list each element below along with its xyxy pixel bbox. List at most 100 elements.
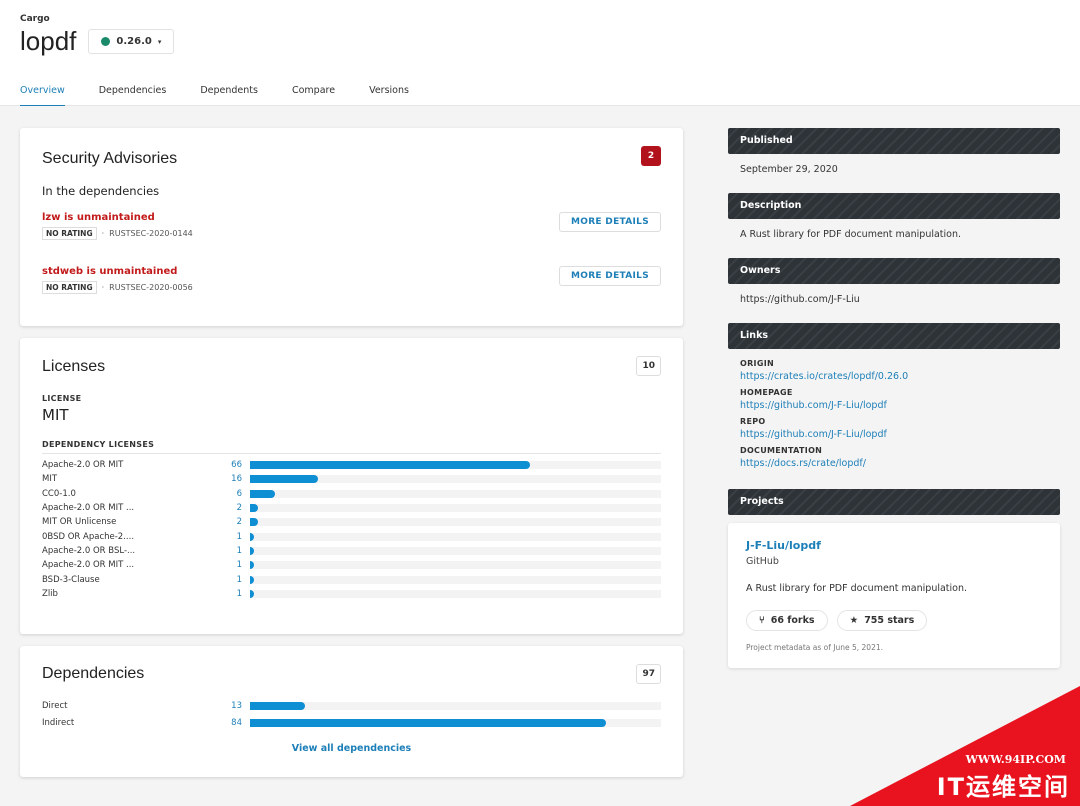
- bar-track: [250, 718, 661, 727]
- sidebar: Published September 29, 2020 Description…: [728, 128, 1060, 668]
- bar-label: Direct: [42, 700, 68, 711]
- links-header: Links: [728, 323, 1060, 349]
- advisories-subtitle: In the dependencies: [42, 184, 160, 198]
- owners-value[interactable]: https://github.com/J-F-Liu: [740, 294, 860, 305]
- bar-track: [250, 518, 661, 527]
- bar-track: [250, 475, 661, 484]
- bar-value: 1: [236, 560, 242, 571]
- bar-label: 0BSD OR Apache-2....: [42, 531, 135, 542]
- page-header: Cargo lopdf 0.26.0 ▾ Overview Dependencie…: [0, 0, 1080, 108]
- project-metadata-note: Project metadata as of June 5, 2021.: [746, 643, 884, 652]
- separator: ·: [101, 283, 105, 292]
- bar-label: MIT OR Unlicense: [42, 517, 117, 528]
- bar-value: 1: [236, 531, 242, 542]
- description-value: A Rust library for PDF document manipula…: [740, 229, 962, 240]
- license-label: LICENSE: [42, 394, 82, 403]
- bar-label: Apache-2.0 OR MIT ...: [42, 503, 135, 514]
- bar-row: Apache-2.0 OR MIT ... 2: [42, 501, 661, 515]
- bar-label: MIT: [42, 474, 58, 485]
- bar-value: 6: [236, 488, 242, 499]
- tab-dependencies[interactable]: Dependencies: [98, 85, 167, 96]
- stars-pill[interactable]: ★ 755 stars: [836, 610, 928, 631]
- advisory-id: RUSTSEC-2020-0056: [109, 283, 193, 292]
- project-name-link[interactable]: J-F-Liu/lopdf: [746, 539, 821, 552]
- bar-fill: [250, 504, 259, 513]
- link-url[interactable]: https://docs.rs/crate/lopdf/: [740, 458, 866, 469]
- ecosystem-label: Cargo: [20, 14, 50, 24]
- link-url[interactable]: https://crates.io/crates/lopdf/0.26.0: [740, 371, 909, 382]
- forks-pill[interactable]: ⑂ 66 forks: [746, 610, 828, 631]
- bar-value: 84: [231, 717, 242, 728]
- bar-fill: [250, 718, 606, 727]
- bar-track: [250, 532, 661, 541]
- more-details-button[interactable]: MORE DETAILS: [558, 266, 661, 286]
- bar-value: 16: [231, 474, 242, 485]
- card-title: Licenses: [42, 358, 106, 375]
- link-item: REPO https://github.com/J-F-Liu/lopdf: [740, 417, 1048, 440]
- bar-fill: [250, 701, 306, 710]
- tab-dependents[interactable]: Dependents: [200, 85, 258, 96]
- bar-track: [250, 561, 661, 570]
- dependencies-card: Dependencies 97 Direct 13 Indirect 84 View …: [20, 646, 683, 777]
- main-content: Security Advisories 2 In the dependencie…: [0, 106, 1080, 806]
- bar-label: CC0-1.0: [42, 488, 76, 499]
- bar-row: CC0-1.0 6: [42, 487, 661, 501]
- bar-track: [250, 589, 661, 598]
- published-value: September 29, 2020: [740, 164, 838, 175]
- rating-badge: NO RATING: [42, 281, 97, 294]
- bar-track: [250, 701, 661, 710]
- bar-track: [250, 546, 661, 555]
- bar-label: BSD-3-Clause: [42, 574, 100, 585]
- link-label: DOCUMENTATION: [740, 446, 823, 455]
- bar-fill: [250, 475, 318, 484]
- tab-overview[interactable]: Overview: [20, 85, 65, 108]
- bar-fill: [250, 561, 255, 570]
- bar-value: 2: [236, 503, 242, 514]
- security-advisories-card: Security Advisories 2 In the dependencie…: [20, 128, 683, 326]
- tab-versions[interactable]: Versions: [369, 85, 409, 96]
- bar-row: Indirect 84: [42, 714, 661, 731]
- bar-row: Apache-2.0 OR MIT 66: [42, 458, 661, 472]
- bar-label: Apache-2.0 OR MIT: [42, 460, 124, 471]
- dependency-licenses-label: DEPENDENCY LICENSES: [42, 440, 661, 454]
- bar-row: MIT OR Unlicense 2: [42, 515, 661, 529]
- card-title: Dependencies: [42, 665, 145, 682]
- link-label: REPO: [740, 417, 766, 426]
- bar-label: Zlib: [42, 588, 58, 599]
- bar-row: Apache-2.0 OR MIT ... 1: [42, 558, 661, 572]
- version-dropdown[interactable]: 0.26.0 ▾: [88, 29, 175, 54]
- bar-value: 66: [231, 460, 242, 471]
- more-details-button[interactable]: MORE DETAILS: [558, 212, 661, 232]
- bar-fill: [250, 461, 530, 470]
- tab-compare[interactable]: Compare: [291, 85, 336, 96]
- advisory-item: stdweb is unmaintained NO RATING · RUSTSEC-…: [42, 266, 661, 320]
- advisory-count-badge: 2: [641, 146, 661, 166]
- view-all-dependencies-link[interactable]: View all dependencies: [291, 743, 412, 754]
- bar-fill: [250, 489, 276, 498]
- advisory-title[interactable]: lzw is unmaintained: [42, 212, 155, 223]
- link-url[interactable]: https://github.com/J-F-Liu/lopdf: [740, 429, 887, 440]
- bar-row: MIT 16: [42, 472, 661, 486]
- watermark-text: IT运维空间: [936, 773, 1070, 801]
- check-icon: [101, 37, 111, 46]
- bar-track: [250, 461, 661, 470]
- license-value: MIT: [42, 406, 69, 424]
- published-header: Published: [728, 128, 1060, 154]
- link-url[interactable]: https://github.com/J-F-Liu/lopdf: [740, 400, 887, 411]
- bar-row: BSD-3-Clause 1: [42, 572, 661, 586]
- bar-label: Apache-2.0 OR BSL-...: [42, 545, 136, 556]
- bar-value: 13: [231, 700, 242, 711]
- watermark-url: WWW.94IP.COM: [965, 753, 1066, 766]
- bar-value: 1: [236, 574, 242, 585]
- projects-header: Projects: [728, 489, 1060, 515]
- link-label: HOMEPAGE: [740, 388, 793, 397]
- link-label: ORIGIN: [740, 359, 774, 368]
- tab-bar: Overview Dependencies Dependents Compare…: [20, 85, 1060, 108]
- advisory-title[interactable]: stdweb is unmaintained: [42, 266, 178, 277]
- bar-fill: [250, 532, 255, 541]
- link-item: ORIGIN https://crates.io/crates/lopdf/0.2…: [740, 359, 1048, 382]
- advisory-meta: NO RATING · RUSTSEC-2020-0144: [42, 227, 661, 240]
- bar-label: Apache-2.0 OR MIT ...: [42, 560, 135, 571]
- advisory-meta: NO RATING · RUSTSEC-2020-0056: [42, 281, 661, 294]
- bar-track: [250, 504, 661, 513]
